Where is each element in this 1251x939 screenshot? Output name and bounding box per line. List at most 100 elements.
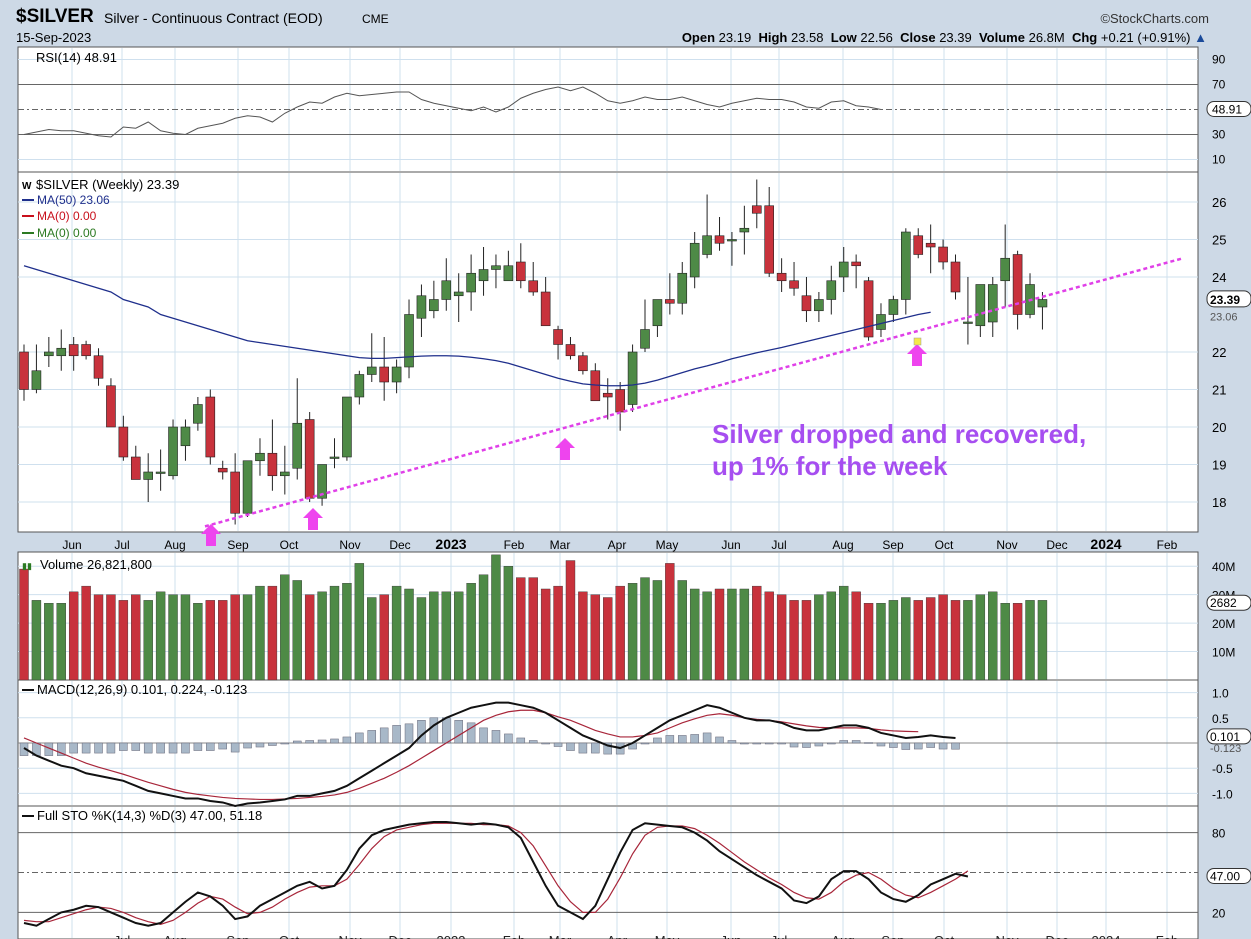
bottom-xaxis-label: 2023 (437, 933, 466, 939)
ohlc-summary: Open 23.19 High 23.58 Low 22.56 Close 23… (682, 30, 1207, 45)
volume-bar (131, 594, 141, 681)
candle-body (987, 284, 998, 323)
candle-body (230, 471, 240, 514)
macd-histogram-bar (454, 720, 463, 744)
candle-body (118, 426, 129, 458)
volume-bar (106, 594, 116, 681)
macd-histogram-bar (566, 742, 575, 751)
macd-histogram-bar (69, 742, 78, 754)
ma-last-value: 23.06 (1210, 311, 1238, 323)
macd-histogram-bar (889, 742, 898, 748)
volume-bar (168, 594, 178, 681)
price-xaxis-label: Nov (339, 538, 360, 552)
macd-histogram-bar (764, 742, 774, 745)
volume-bar (640, 577, 650, 681)
volume-bar (888, 600, 899, 681)
bottom-xaxis-label: Jun (721, 933, 742, 939)
macd-histogram-bar (926, 742, 935, 748)
price-xaxis-label: Nov (996, 538, 1017, 552)
candle-body (242, 460, 253, 514)
volume-bar (677, 580, 687, 681)
macd-histogram-bar (218, 742, 227, 750)
support-arrow-icon (201, 524, 221, 546)
sto-tick-label: 20 (1212, 906, 1226, 920)
volume-bar (329, 585, 340, 681)
volume-bar (540, 588, 551, 681)
macd-histogram-bar (653, 737, 662, 744)
candle-body (441, 280, 452, 300)
macd-histogram-bar (913, 742, 923, 750)
candle-body (93, 355, 104, 379)
candle-body (814, 299, 824, 312)
candle-body (565, 344, 576, 357)
volume-bar (528, 577, 538, 681)
candle-body (540, 291, 551, 327)
macd-histogram-bar (603, 742, 612, 755)
bottom-xaxis-label: Oct (279, 933, 300, 939)
symbol: $SILVER (16, 6, 94, 27)
bottom-xaxis-label: Aug (163, 933, 186, 939)
ma0-green-legend-label: MA(0) 0.00 (37, 226, 97, 240)
price-xaxis-label: Oct (280, 538, 299, 552)
macd-histogram-bar (504, 733, 513, 744)
volume-bar (19, 568, 29, 681)
macd-histogram-bar (727, 740, 737, 744)
candle-body (1000, 257, 1010, 282)
candle-body (838, 261, 849, 278)
macd-histogram-bar (951, 742, 960, 750)
volume-bar (379, 594, 389, 681)
volume-bar (218, 600, 228, 681)
macd-histogram-bar (94, 742, 103, 754)
candle-body (491, 265, 501, 270)
macd-histogram-bar (81, 742, 91, 754)
description: Silver - Continuous Contract (EOD) (104, 10, 323, 26)
bottom-xaxis-label: Mar (549, 933, 572, 939)
volume-last-badge (1206, 594, 1251, 611)
macd-histogram-bar (317, 739, 327, 744)
candle-body (130, 456, 141, 480)
candle-body (528, 280, 539, 293)
candle-body (366, 366, 377, 375)
macd-hist-last-value: -0.123 (1210, 743, 1241, 755)
bottom-xaxis-label: Nov (995, 933, 1019, 939)
volume-bar (801, 600, 812, 681)
volume-bar (950, 600, 961, 681)
volume-bar (391, 585, 402, 681)
price-last-value: 23.39 (1210, 293, 1240, 307)
volume-bar (56, 603, 66, 681)
candle-body (851, 261, 861, 267)
macd-histogram-bar (516, 737, 526, 744)
macd-histogram-bar (752, 742, 762, 745)
volume-bar (863, 603, 874, 681)
candle-body (267, 452, 278, 477)
volume-label: Volume (978, 30, 1025, 45)
highlight-marker (913, 337, 922, 346)
macd-histogram-bar (901, 742, 911, 750)
volume-bar (578, 591, 588, 681)
volume-bar (776, 594, 787, 681)
volume-bar (404, 588, 414, 681)
rsi-line (23, 86, 882, 138)
candle-body (652, 299, 663, 327)
sto-label: Full STO %K(14,3) %D(3) 47.00, 51.18 (37, 808, 262, 823)
candle-body (56, 347, 67, 357)
support-arrow-icon (907, 344, 927, 366)
macd-histogram-bar (143, 742, 153, 754)
volume-bar (603, 597, 613, 681)
price-last-badge (1206, 290, 1251, 308)
volume-bar (975, 594, 986, 681)
open-label: Open (681, 30, 716, 45)
macd-histogram-bar (553, 742, 563, 747)
candle-body (702, 235, 712, 255)
candle-body (44, 351, 54, 357)
macd-histogram-bar (715, 736, 724, 744)
volume-bar (553, 585, 563, 681)
bottom-xaxis-label: Jul (114, 933, 131, 939)
volume-bar (267, 585, 278, 681)
volume-bar (367, 597, 377, 681)
volume-bar (304, 594, 315, 681)
high-label: High (758, 30, 788, 45)
macd-histogram-bar (479, 727, 488, 744)
volume-bar (764, 591, 774, 681)
candle-body (901, 231, 911, 300)
